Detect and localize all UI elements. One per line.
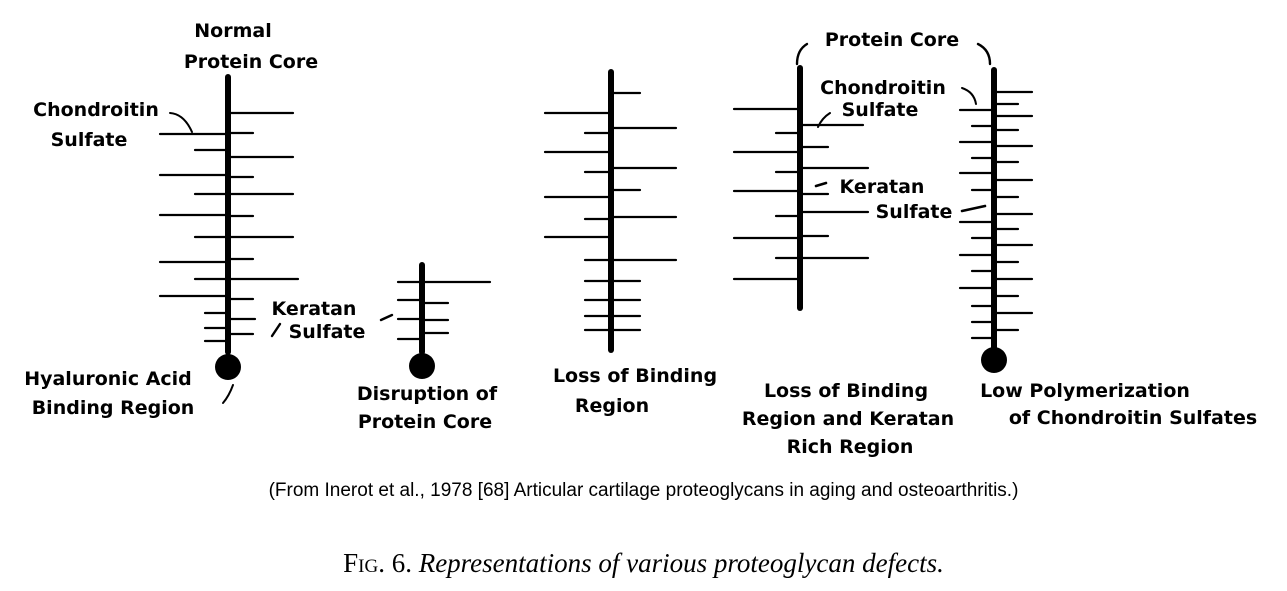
- side-chains-loss-binding: [543, 91, 678, 332]
- side-chains-loss-keratan: [732, 107, 870, 281]
- bracket-left: [795, 42, 809, 66]
- label-loss-keratan-line1: Loss of Binding: [764, 380, 928, 402]
- leader-chondroitin-low-poly: [961, 87, 977, 105]
- leader-keratan: [270, 322, 282, 338]
- label-low-poly-line2: of Chondroitin Sulfates: [1009, 407, 1257, 429]
- binding-knob-low-poly: [981, 347, 1007, 373]
- label-chondroitin-right-line2: Sulfate: [842, 99, 919, 121]
- source-citation: (From Inerot et al., 1978 [68] Articular…: [268, 480, 1019, 501]
- figure-number: Fig. 6.: [343, 548, 412, 578]
- molecule-loss-binding: [543, 69, 678, 353]
- label-chondroitin-line1: Chondroitin: [33, 99, 159, 121]
- molecule-low-polymerization: [958, 42, 1034, 373]
- diagram-labels: Normal Protein Core Chondroitin Sulfate …: [24, 20, 1257, 458]
- leader-hyaluronic: [222, 384, 234, 404]
- side-chains-disruption: [396, 280, 492, 341]
- figure-caption: Fig. 6. Representations of various prote…: [0, 548, 1287, 579]
- binding-knob-disruption: [409, 353, 435, 379]
- label-low-poly-line1: Low Polymerization: [980, 380, 1190, 402]
- bracket-right: [976, 42, 992, 66]
- label-protein-core-top: Protein Core: [825, 29, 959, 51]
- label-loss-binding-line1: Loss of Binding: [553, 365, 717, 387]
- label-normal-line1: Normal: [194, 20, 271, 42]
- side-chains-normal: [158, 111, 300, 343]
- leader-keratan-left: [814, 181, 828, 188]
- label-hyaluronic-line2: Binding Region: [32, 397, 195, 419]
- label-disruption-line2: Protein Core: [358, 411, 492, 433]
- label-chondroitin-line2: Sulfate: [51, 129, 128, 151]
- label-keratan-line1: Keratan: [272, 298, 357, 320]
- label-loss-keratan-line2: Region and Keratan: [742, 408, 954, 430]
- leader-keratan-right: [379, 313, 394, 322]
- proteoglycan-diagram: Normal Protein Core Chondroitin Sulfate …: [24, 20, 1257, 458]
- label-disruption-line1: Disruption of: [357, 383, 498, 405]
- label-chondroitin-right-line1: Chondroitin: [820, 77, 946, 99]
- label-keratan-line2: Sulfate: [289, 321, 366, 343]
- molecule-disruption: [270, 262, 492, 379]
- label-normal-line2: Protein Core: [184, 51, 318, 73]
- leader-chondroitin: [169, 112, 193, 133]
- molecule-loss-keratan: [732, 42, 870, 311]
- label-loss-keratan-line3: Rich Region: [787, 436, 914, 458]
- label-loss-binding-line2: Region: [575, 395, 649, 417]
- hyaluronic-binding-knob: [215, 354, 241, 380]
- side-chains-low-poly: [958, 90, 1034, 340]
- figure-caption-text: Representations of various proteoglycan …: [418, 548, 944, 578]
- leader-keratan-low-poly: [960, 204, 987, 213]
- label-keratan-right-line2: Sulfate: [876, 201, 953, 223]
- label-hyaluronic-line1: Hyaluronic Acid: [24, 368, 192, 390]
- molecule-normal: [158, 74, 300, 404]
- leader-chondroitin-right: [817, 112, 831, 128]
- label-keratan-right-line1: Keratan: [840, 176, 925, 198]
